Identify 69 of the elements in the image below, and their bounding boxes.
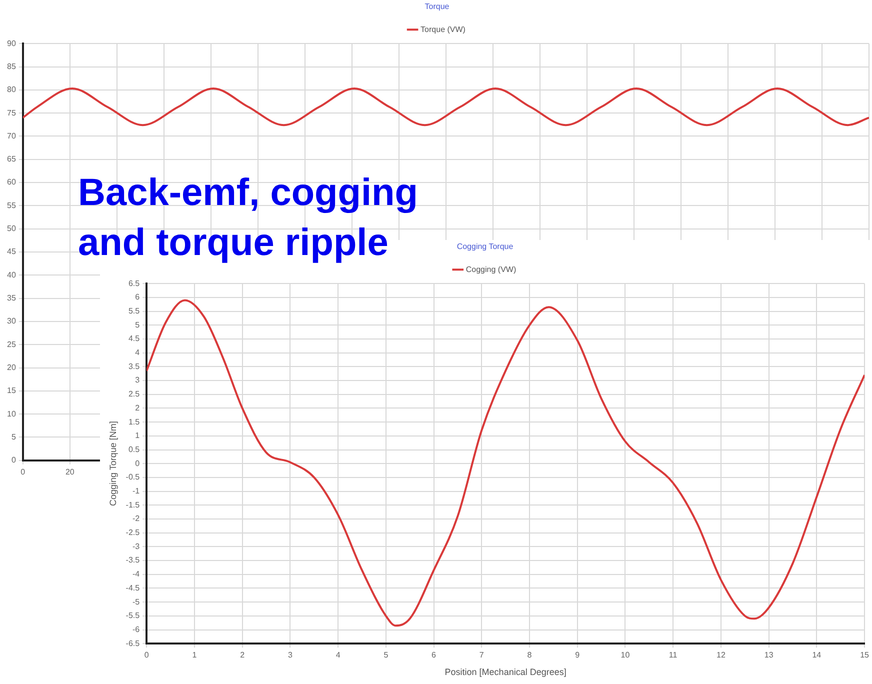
- y-tick-label: 0: [11, 456, 16, 465]
- y-tick-label: 15: [6, 386, 16, 396]
- y-tick-label: 1.5: [128, 417, 140, 426]
- legend-label: Cogging (VW): [466, 264, 516, 274]
- y-tick-label: 75: [6, 108, 16, 118]
- y-tick-label: 5: [11, 432, 16, 442]
- x-tick-label: 5: [384, 650, 389, 660]
- y-tick-label: -4.5: [126, 583, 140, 592]
- y-tick-label: 80: [6, 85, 16, 94]
- x-tick-label: 1: [192, 650, 198, 660]
- chart-title: Cogging Torque: [456, 242, 514, 252]
- y-tick-label: 55: [6, 200, 16, 210]
- y-tick-label: -6: [132, 624, 140, 634]
- y-tick-label: -6.5: [126, 638, 140, 648]
- y-tick-label: 0.5: [128, 444, 140, 454]
- y-tick-label: -0.5: [126, 472, 140, 482]
- y-tick-label: 85: [6, 62, 16, 71]
- y-tick-label: 45: [6, 247, 16, 256]
- x-tick-label: 6: [432, 650, 437, 660]
- y-tick-label: 3.5: [128, 362, 140, 371]
- y-tick-label: 3: [135, 376, 140, 385]
- x-tick-label: 2: [240, 650, 246, 660]
- y-tick-label: 65: [6, 154, 16, 164]
- y-tick-label: -1: [132, 486, 140, 496]
- annotation: Back-emf, cogging and torque ripple: [78, 171, 419, 266]
- x-tick-label: 12: [716, 650, 726, 660]
- y-tick-label: -2: [132, 514, 140, 524]
- x-tick-label: 13: [764, 650, 774, 660]
- y-tick-label: 70: [6, 131, 16, 140]
- y-tick-label: -5.5: [126, 611, 140, 620]
- y-tick-label: 90: [6, 38, 16, 48]
- x-tick-label: 7: [479, 650, 484, 660]
- y-tick-label: -5: [132, 597, 140, 606]
- y-tick-label: -4: [132, 570, 140, 579]
- y-tick-label: 20: [6, 362, 16, 372]
- y-tick-label: 50: [6, 224, 16, 234]
- y-tick-label: 5: [135, 320, 140, 330]
- x-axis-title: Position [Mechanical Degrees]: [444, 667, 566, 678]
- x-tick-label: 10: [620, 650, 630, 660]
- y-tick-label: -1.5: [126, 500, 140, 510]
- y-tick-label: 1: [135, 431, 140, 440]
- y-tick-label: 25: [6, 340, 16, 349]
- y-tick-label: 10: [6, 409, 16, 418]
- x-tick-label: 3: [288, 650, 293, 660]
- y-tick-label: -2.5: [126, 528, 140, 538]
- x-tick-label: 11: [668, 650, 678, 660]
- chart-title: Torque: [424, 2, 450, 12]
- x-tick-label: 4: [336, 650, 341, 660]
- x-tick-label: 8: [527, 650, 532, 660]
- x-tick-label: 15: [860, 650, 870, 660]
- x-tick-label: 0: [144, 650, 150, 660]
- y-tick-label: 2: [135, 403, 140, 412]
- y-tick-label: 30: [6, 316, 16, 326]
- y-tick-label: 35: [6, 294, 16, 303]
- y-tick-label: 4.5: [128, 334, 140, 344]
- y-tick-label: 6.5: [128, 278, 140, 288]
- y-tick-label: 40: [6, 270, 16, 280]
- legend-label: Torque (VW): [420, 24, 466, 34]
- x-tick-label: 9: [575, 650, 580, 660]
- y-tick-label: 2.5: [128, 390, 140, 399]
- y-tick-label: -3.5: [126, 556, 140, 565]
- y-tick-label: 4: [135, 348, 140, 358]
- y-tick-label: 5.5: [128, 306, 140, 316]
- y-tick-label: 60: [6, 178, 16, 187]
- x-tick-label: 14: [812, 650, 822, 660]
- y-tick-label: 0: [135, 458, 140, 468]
- y-tick-label: 6: [135, 292, 140, 302]
- y-tick-label: -3: [132, 542, 140, 551]
- y-axis-title: Cogging Torque [Nm]: [108, 421, 118, 506]
